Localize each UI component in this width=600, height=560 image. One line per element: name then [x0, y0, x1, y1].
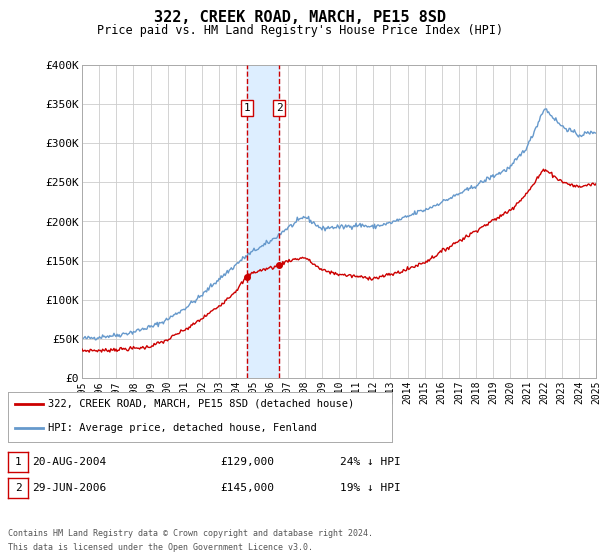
Text: Price paid vs. HM Land Registry's House Price Index (HPI): Price paid vs. HM Land Registry's House … [97, 24, 503, 36]
Text: 20-AUG-2004: 20-AUG-2004 [32, 457, 106, 467]
Text: 2: 2 [14, 483, 22, 493]
Text: £145,000: £145,000 [220, 483, 274, 493]
Text: 1: 1 [14, 457, 22, 467]
Text: 322, CREEK ROAD, MARCH, PE15 8SD: 322, CREEK ROAD, MARCH, PE15 8SD [154, 10, 446, 25]
Text: 19% ↓ HPI: 19% ↓ HPI [340, 483, 401, 493]
Text: 2: 2 [275, 103, 283, 113]
Text: Contains HM Land Registry data © Crown copyright and database right 2024.: Contains HM Land Registry data © Crown c… [8, 529, 373, 538]
Text: HPI: Average price, detached house, Fenland: HPI: Average price, detached house, Fenl… [49, 423, 317, 433]
Text: This data is licensed under the Open Government Licence v3.0.: This data is licensed under the Open Gov… [8, 543, 313, 552]
Text: £129,000: £129,000 [220, 457, 274, 467]
Text: 322, CREEK ROAD, MARCH, PE15 8SD (detached house): 322, CREEK ROAD, MARCH, PE15 8SD (detach… [49, 399, 355, 409]
Text: 1: 1 [244, 103, 251, 113]
Bar [247, 65, 279, 378]
Text: 29-JUN-2006: 29-JUN-2006 [32, 483, 106, 493]
Text: 24% ↓ HPI: 24% ↓ HPI [340, 457, 401, 467]
